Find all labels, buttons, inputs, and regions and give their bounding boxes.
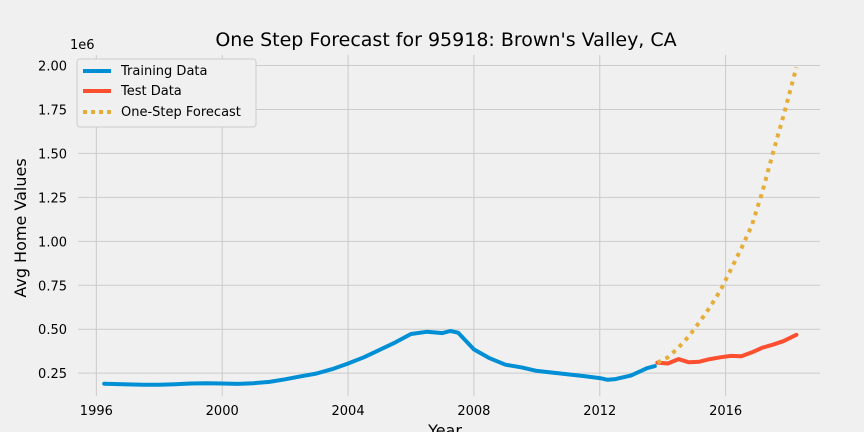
series-line-training-data xyxy=(102,329,657,387)
x-tick-label: 2012 xyxy=(583,404,616,419)
x-axis-title: Year xyxy=(427,421,462,432)
x-tick-label: 2004 xyxy=(332,404,365,419)
x-tick-label: 1996 xyxy=(80,404,113,419)
series-layer xyxy=(102,66,799,387)
y-tick-label: 1.25 xyxy=(38,191,67,206)
legend-label-training: Training Data xyxy=(120,64,207,79)
y-tick-label: 0.50 xyxy=(38,323,67,338)
x-tick-label: 2016 xyxy=(709,404,742,419)
series-line-one-step-forecast xyxy=(656,66,799,365)
legend-box xyxy=(76,58,257,128)
series-line-test-data xyxy=(655,332,799,366)
y-tick-label: 1.00 xyxy=(38,235,67,250)
y-tick-label: 0.75 xyxy=(38,279,67,294)
x-tick-label: 2000 xyxy=(206,404,239,419)
y-axis-title: Avg Home Values xyxy=(11,158,30,297)
y-tick-label: 2.00 xyxy=(38,60,67,75)
legend-label-forecast: One-Step Forecast xyxy=(121,105,241,120)
y-offset-label: 1e6 xyxy=(70,38,95,53)
tick-labels: 1996 2000 2004 2008 2012 2016 0.25 0.50 0.75 1.00… xyxy=(38,60,742,419)
legend-label-test: Test Data xyxy=(120,84,182,99)
y-tick-label: 1.75 xyxy=(38,103,67,118)
grid xyxy=(78,55,820,396)
y-tick-label: 0.25 xyxy=(38,367,67,382)
legend: Training Data Test Data One-Step Forecas… xyxy=(76,58,257,128)
x-tick-label: 2008 xyxy=(457,404,490,419)
y-tick-label: 1.50 xyxy=(38,147,67,162)
chart-title: One Step Forecast for 95918: Brown's Val… xyxy=(215,29,676,51)
